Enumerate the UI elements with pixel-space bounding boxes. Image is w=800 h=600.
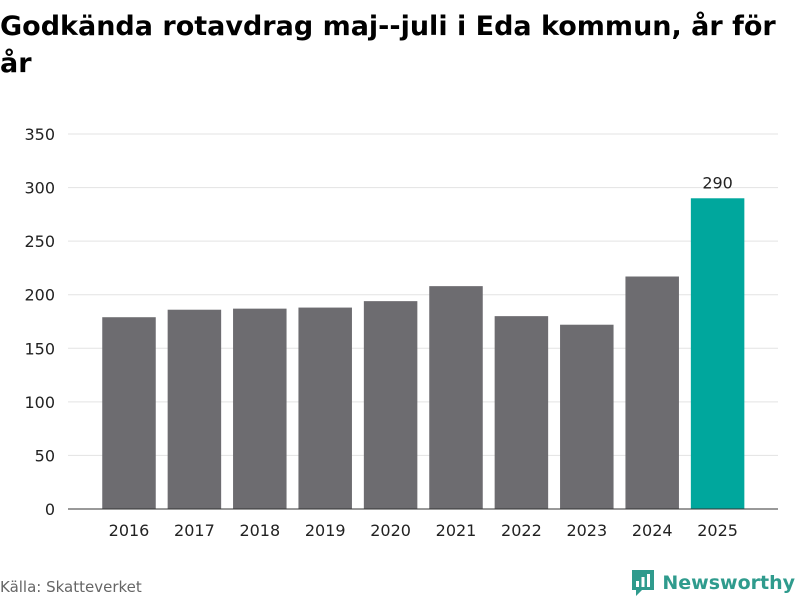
y-tick-label: 250 — [24, 232, 55, 251]
bar — [102, 317, 156, 509]
bars — [102, 198, 745, 510]
x-tick-label: 2016 — [109, 521, 150, 540]
y-tick-label: 350 — [24, 125, 55, 144]
source-note: Källa: Skatteverket — [0, 578, 142, 596]
x-tick-label: 2021 — [436, 521, 477, 540]
bar — [560, 324, 614, 509]
y-tick-label: 200 — [24, 286, 55, 305]
x-tick-label: 2024 — [632, 521, 673, 540]
bar — [167, 309, 222, 509]
x-tick-label: 2023 — [566, 521, 607, 540]
y-axis-ticks: 0 50 100 150 200 250 300 350 — [24, 125, 55, 519]
x-tick-label: 2022 — [501, 521, 542, 540]
x-tick-label: 2019 — [305, 521, 346, 540]
bar — [494, 316, 549, 509]
data-label: 290 — [702, 173, 733, 192]
x-tick-label: 2025 — [697, 521, 738, 540]
brand-name: Newsworthy — [662, 572, 795, 594]
data-labels: 290 — [702, 173, 733, 192]
chart-title: Godkända rotavdrag maj--juli i Eda kommu… — [0, 11, 776, 79]
x-tick-label: 2017 — [174, 521, 215, 540]
x-tick-label: 2018 — [239, 521, 280, 540]
bar — [363, 301, 418, 509]
y-tick-label: 150 — [24, 339, 55, 358]
x-axis-ticks: 2016 2017 2018 2019 2020 2021 2022 2023 2024 2025 — [109, 521, 738, 540]
bar — [690, 198, 745, 510]
bar — [233, 308, 287, 509]
y-tick-label: 50 — [35, 446, 55, 465]
y-tick-label: 100 — [24, 393, 55, 412]
bar — [625, 276, 679, 509]
x-tick-label: 2020 — [370, 521, 411, 540]
bar — [298, 307, 352, 509]
brand-logo: Newsworthy — [630, 568, 795, 598]
bar — [429, 286, 483, 509]
newsworthy-logo-icon — [632, 570, 655, 596]
y-tick-label: 300 — [24, 179, 55, 198]
y-tick-label: 0 — [45, 500, 55, 519]
